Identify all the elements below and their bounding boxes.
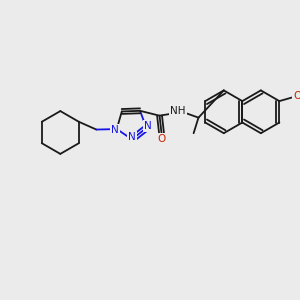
Text: O: O — [158, 134, 166, 144]
Text: N: N — [111, 125, 119, 135]
Text: NH: NH — [170, 106, 186, 116]
Text: O: O — [294, 91, 300, 101]
Text: N: N — [128, 132, 136, 142]
Text: N: N — [144, 121, 152, 131]
